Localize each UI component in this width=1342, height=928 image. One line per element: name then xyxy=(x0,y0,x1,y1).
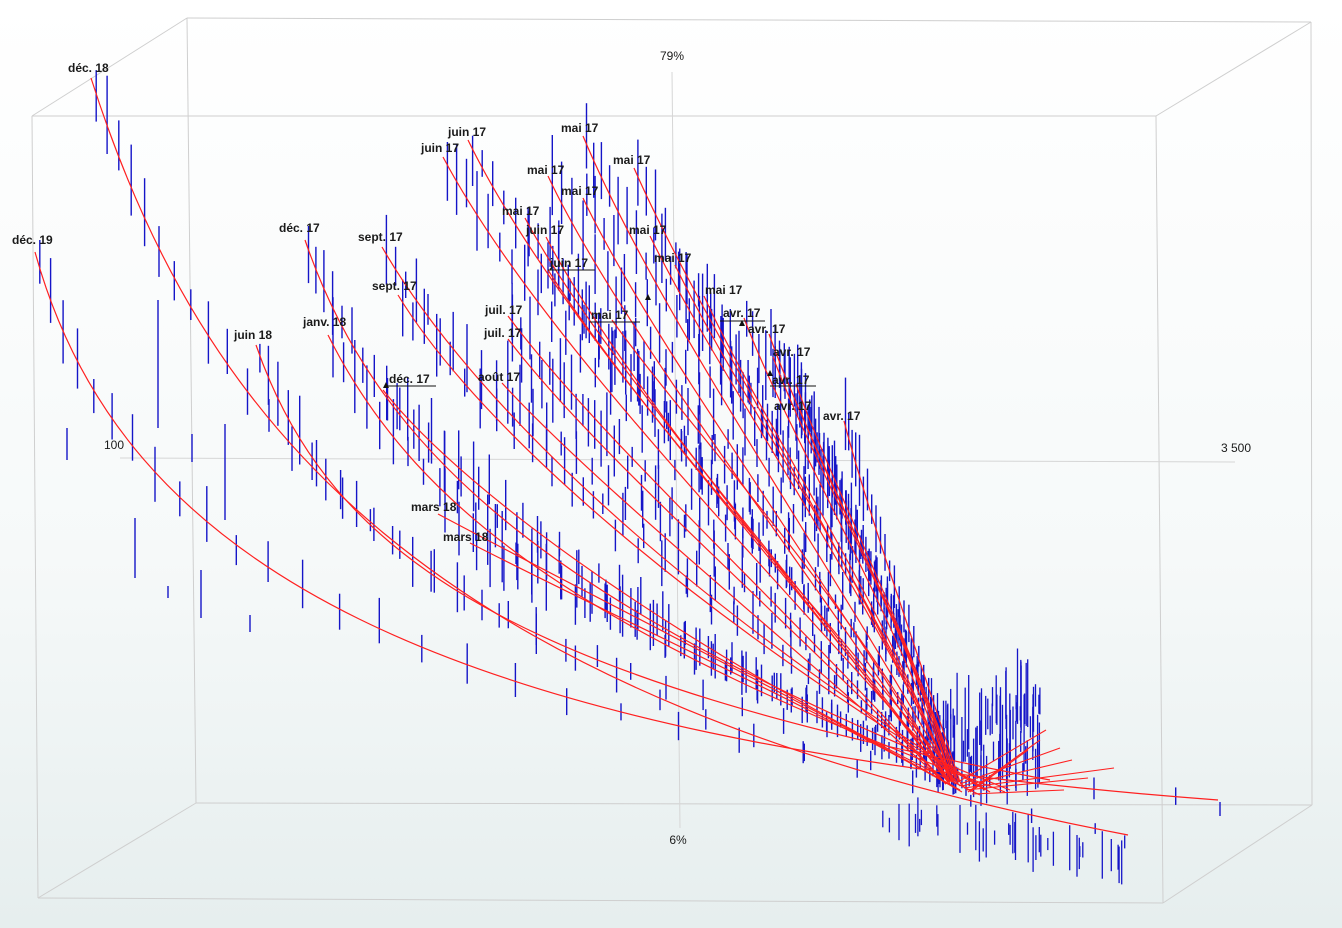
box-edge xyxy=(37,802,197,899)
x-axis-line xyxy=(119,457,1236,463)
box-edge xyxy=(1155,115,1164,904)
series-curve-tail xyxy=(957,729,1047,783)
axis-label-y-top: 79% xyxy=(660,49,684,63)
series-curve xyxy=(304,239,1011,791)
series-label: déc. 18 xyxy=(68,61,109,75)
series-curve xyxy=(255,344,1051,781)
series-curve-tail xyxy=(969,749,1029,793)
series-curves xyxy=(34,77,1219,836)
label-arrow xyxy=(383,382,389,388)
series-label: mai 17 xyxy=(629,223,667,237)
series-label: mai 17 xyxy=(561,121,599,135)
series-curve xyxy=(547,269,949,783)
series-label: juin 17 xyxy=(420,141,459,155)
series-label: janv. 18 xyxy=(302,315,346,329)
series-label: sept. 17 xyxy=(358,230,403,244)
series-curve xyxy=(547,175,951,785)
series-curve xyxy=(397,294,986,791)
series-sticks xyxy=(39,70,1221,885)
series-curve xyxy=(507,338,947,785)
series-curve xyxy=(90,77,1129,836)
series-curve-tail xyxy=(959,747,1061,785)
series-label: juin 17 xyxy=(525,223,564,237)
series-label: mai 17 xyxy=(502,204,540,218)
box-edge xyxy=(31,115,39,899)
series-curve xyxy=(611,319,949,783)
series-curve-tail xyxy=(963,767,1115,789)
series-label: avr. 17 xyxy=(823,409,861,423)
box-edge xyxy=(1155,21,1312,117)
series-label: avr. 17 xyxy=(773,345,811,359)
y-axis-line xyxy=(671,71,681,829)
series-label: juin 18 xyxy=(233,328,272,342)
series-label: mars 18 xyxy=(411,500,457,514)
series-curve xyxy=(382,389,981,796)
series-curve-tail xyxy=(971,789,1065,795)
label-arrow xyxy=(739,320,745,326)
box-edge xyxy=(195,802,1313,806)
label-markers xyxy=(383,269,816,388)
series-labels: déc. 18 déc. 19 juin 18 déc. 17 janv. 18 sept… xyxy=(12,61,861,544)
axis-labels: 79% 6% 100 3 500 xyxy=(104,49,1251,847)
series-curve xyxy=(843,420,961,783)
series-label: avr. 17 xyxy=(772,373,810,387)
box-edge xyxy=(1310,21,1313,806)
series-curve xyxy=(582,197,951,783)
series-label: déc. 17 xyxy=(279,221,320,235)
series-curve xyxy=(795,383,957,783)
series-curve xyxy=(582,135,956,785)
axis-label-y-bottom: 6% xyxy=(669,833,687,847)
series-curve xyxy=(799,409,959,783)
series-label: août 17 xyxy=(478,370,520,384)
box-edge xyxy=(1162,804,1313,904)
bounding-box xyxy=(31,17,1313,904)
series-label: mai 17 xyxy=(561,184,599,198)
series-curve xyxy=(442,156,961,787)
series-curve-tail xyxy=(967,739,1041,793)
box-edge xyxy=(31,17,188,117)
series-curve xyxy=(34,251,1219,801)
series-label: mai 17 xyxy=(654,251,692,265)
series-label: mai 17 xyxy=(705,283,743,297)
box-edge xyxy=(186,17,1312,23)
box-edge xyxy=(186,17,197,804)
series-label: juil. 17 xyxy=(483,326,522,340)
series-curve xyxy=(469,542,963,793)
series-label: sept. 17 xyxy=(372,279,417,293)
series-curve-tail xyxy=(961,759,1073,787)
series-label: mai 17 xyxy=(591,308,629,322)
series-label: juin 17 xyxy=(447,125,486,139)
label-arrow xyxy=(767,370,773,376)
axis-label-x-left: 100 xyxy=(104,438,124,452)
series-curve xyxy=(703,295,951,783)
series-curve xyxy=(674,264,953,783)
label-arrow xyxy=(645,294,651,300)
series-label: mai 17 xyxy=(527,163,565,177)
series-label: mars 18 xyxy=(443,530,489,544)
series-label: déc. 17 xyxy=(389,372,430,386)
series-label: juil. 17 xyxy=(484,303,523,317)
series-curve xyxy=(501,382,947,785)
series-label: avr. 17 xyxy=(723,306,761,320)
series-label: déc. 19 xyxy=(12,233,53,247)
series-curve xyxy=(772,356,955,783)
axis-label-x-right: 3 500 xyxy=(1221,441,1251,455)
series-label: avr. 17 xyxy=(774,399,812,413)
series-curve xyxy=(437,513,961,791)
series-curve xyxy=(649,235,953,783)
series-curve-tail xyxy=(965,777,1089,791)
series-label: juin 17 xyxy=(549,256,588,270)
series-label: avr. 17 xyxy=(748,322,786,336)
series-curve xyxy=(524,217,949,783)
axis-lines xyxy=(119,71,1236,829)
series-label: mai 17 xyxy=(613,153,651,167)
series-curve xyxy=(743,317,953,783)
series-curve xyxy=(507,315,947,785)
box-edge xyxy=(37,897,1164,904)
